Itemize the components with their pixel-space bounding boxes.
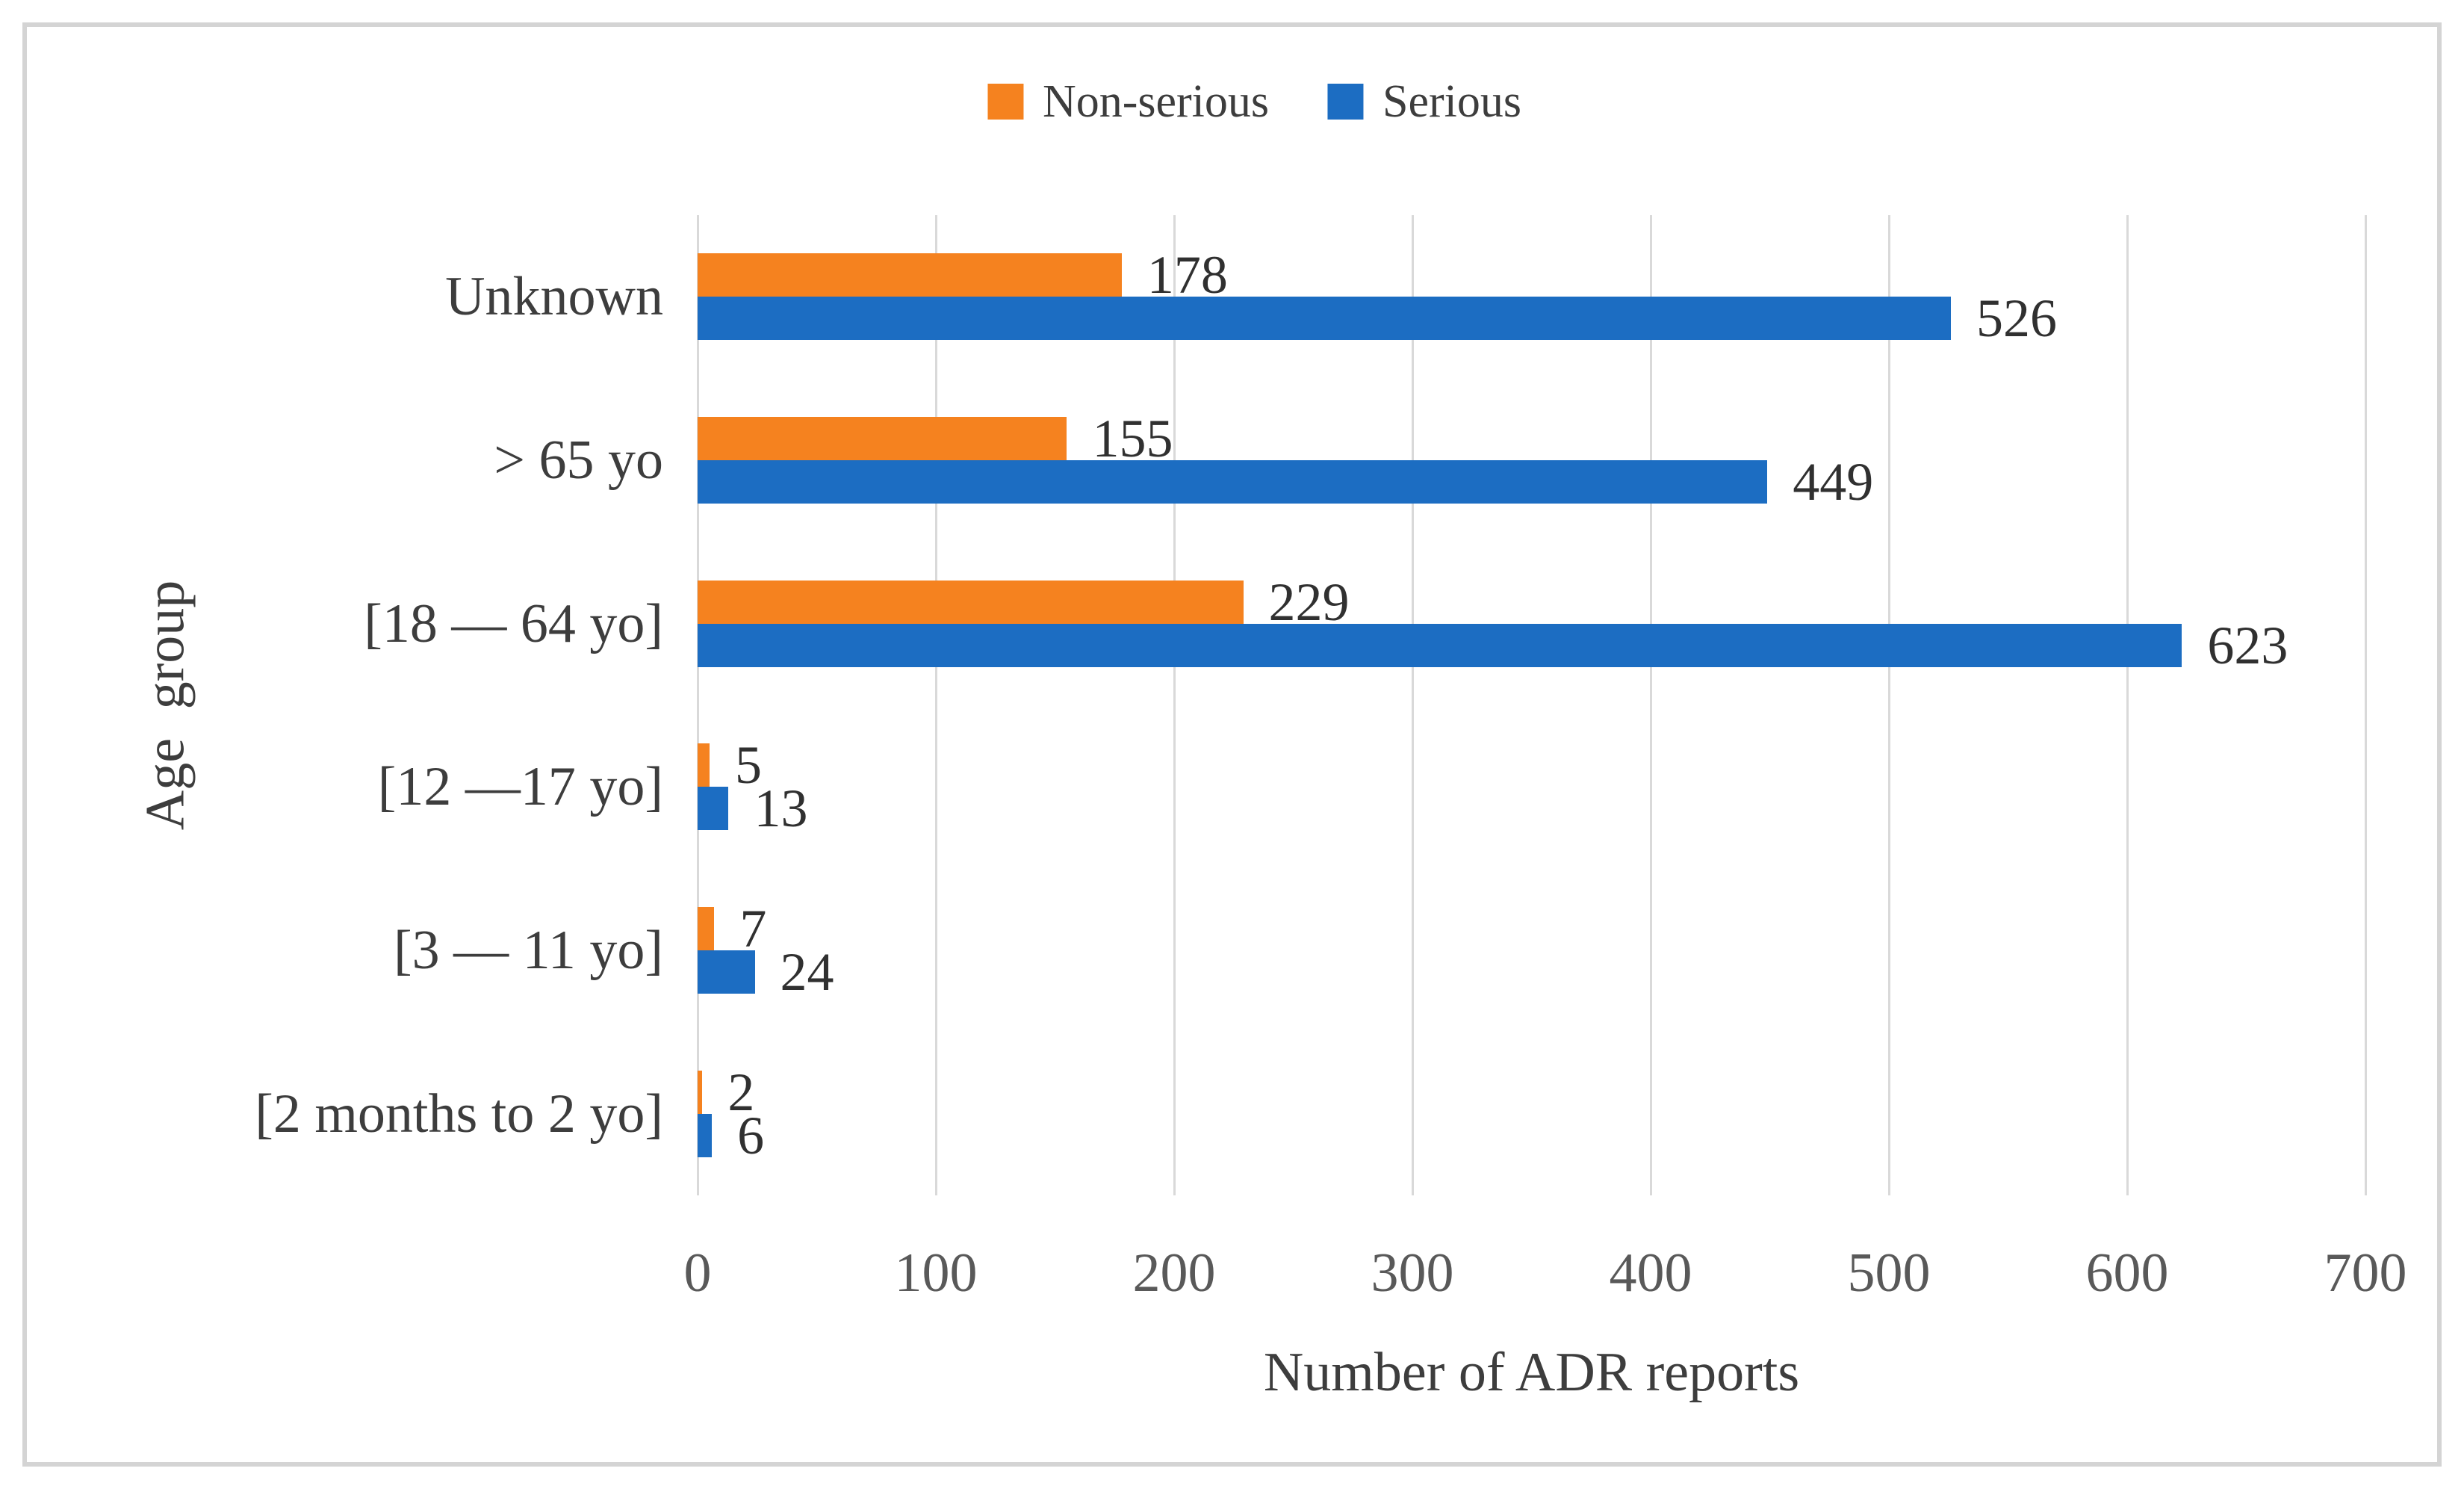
- legend-swatch-icon: [1327, 84, 1364, 120]
- legend-swatch-icon: [987, 84, 1023, 120]
- data-label: 5: [734, 735, 762, 796]
- data-label: 155: [1092, 409, 1173, 468]
- legend-item-non-serious: Non-serious: [987, 75, 1269, 129]
- data-label: 24: [780, 942, 834, 1002]
- category-label: [18 — 64 yo]: [364, 592, 663, 654]
- bar-non-serious: [698, 743, 710, 787]
- x-tick-label: 600: [2085, 1242, 2169, 1304]
- gridline: [1411, 215, 1414, 1195]
- x-tick-label: 700: [2324, 1242, 2407, 1304]
- x-tick-label: 300: [1371, 1242, 1454, 1304]
- bar-non-serious: [698, 580, 1244, 624]
- data-label: 13: [754, 778, 808, 839]
- category-label: Unknown: [445, 266, 663, 328]
- bar-serious: [698, 460, 1768, 504]
- x-tick-label: 400: [1609, 1242, 1692, 1304]
- data-label: 2: [727, 1062, 755, 1122]
- bar-serious: [698, 623, 2182, 667]
- bar-serious: [698, 787, 729, 831]
- legend-label: Serious: [1382, 75, 1522, 127]
- bar-non-serious: [698, 1070, 703, 1114]
- bar-non-serious: [698, 907, 715, 950]
- bar-non-serious: [698, 253, 1122, 297]
- data-label: 229: [1268, 572, 1350, 632]
- data-label: 449: [1793, 452, 1874, 512]
- legend-label: Non-serious: [1042, 75, 1270, 127]
- gridline: [2126, 215, 2129, 1195]
- data-label: 6: [737, 1105, 765, 1165]
- bar-serious: [698, 1113, 713, 1157]
- chart-legend: Non-serious Serious: [987, 72, 1521, 131]
- figure-border: [22, 22, 2442, 1467]
- bar-serious: [698, 297, 1951, 341]
- gridline: [2364, 215, 2367, 1195]
- gridline: [1649, 215, 1652, 1195]
- gridline: [934, 215, 937, 1195]
- x-tick-label: 100: [894, 1242, 978, 1304]
- data-label: 526: [1976, 288, 2057, 349]
- x-axis-title: Number of ADR reports: [1263, 1342, 1800, 1403]
- x-tick-label: 500: [1847, 1242, 1931, 1304]
- category-label: [3 — 11 yo]: [393, 920, 663, 981]
- bar-serious: [698, 950, 755, 994]
- category-label: [2 months to 2 yo]: [255, 1083, 663, 1145]
- x-tick-label: 200: [1132, 1242, 1216, 1304]
- bar-non-serious: [698, 417, 1067, 460]
- data-label: 178: [1146, 245, 1228, 306]
- category-label: > 65 yo: [494, 430, 663, 491]
- x-tick-label: 0: [683, 1242, 712, 1304]
- data-label: 7: [739, 899, 767, 959]
- gridline: [1887, 215, 1890, 1195]
- gridline: [1173, 215, 1176, 1195]
- data-label: 623: [2207, 615, 2288, 675]
- legend-item-serious: Serious: [1327, 75, 1521, 129]
- gridline: [696, 215, 699, 1195]
- category-label: [12 —17 yo]: [377, 756, 663, 818]
